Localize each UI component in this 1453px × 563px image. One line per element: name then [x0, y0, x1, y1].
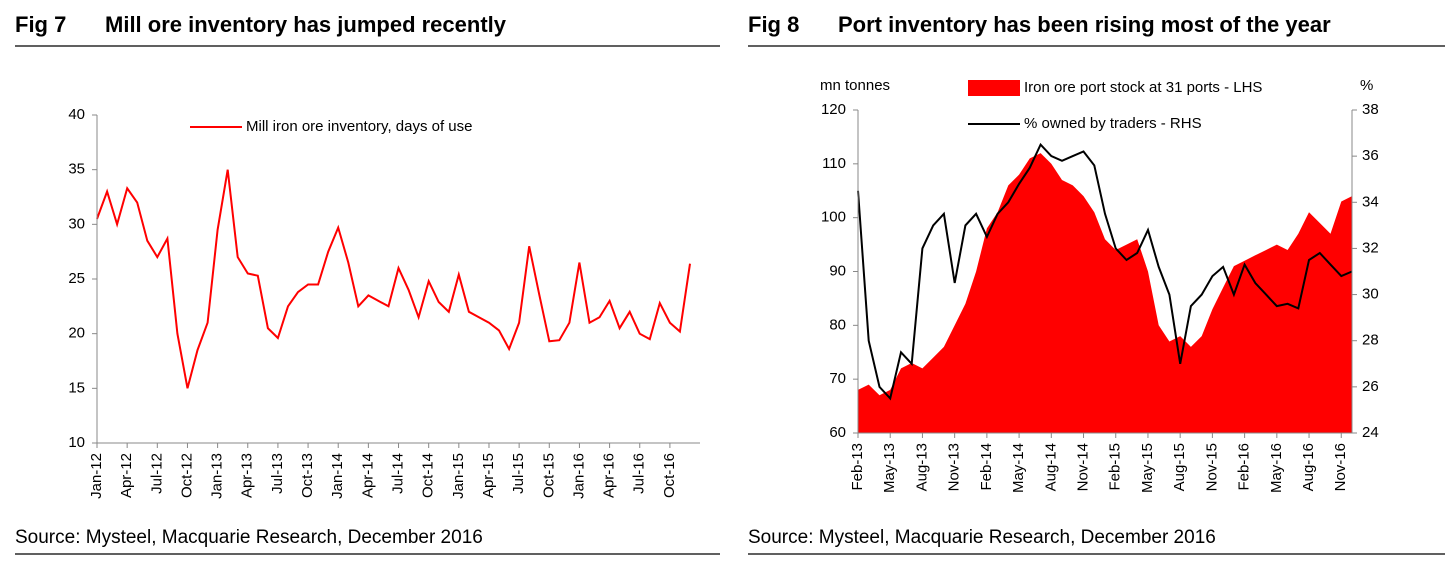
x-tick-label: May-13 — [881, 443, 898, 493]
x-tick-label: May-14 — [1010, 443, 1027, 493]
y-axis-label: mn tonnes — [820, 77, 890, 94]
legend-label: % owned by traders - RHS — [1024, 115, 1202, 132]
x-tick-label: Apr-13 — [239, 453, 256, 498]
x-tick-label: Jul-13 — [269, 453, 286, 494]
x-tick-label: Aug-15 — [1171, 443, 1188, 491]
x-tick-label: Jan-13 — [209, 453, 226, 499]
x-tick-label: Jan-12 — [88, 453, 105, 499]
x-tick-label: Feb-13 — [849, 443, 866, 491]
y-tick-label: 120 — [821, 101, 846, 118]
y-tick-label: 10 — [68, 434, 85, 451]
x-tick-label: Feb-15 — [1107, 443, 1124, 491]
chart-title: Port inventory has been rising most of t… — [838, 12, 1331, 37]
x-tick-label: May-15 — [1139, 443, 1156, 493]
y2-axis-label: % — [1360, 77, 1373, 94]
source: Source: Mysteel, Macquarie Research, Dec… — [748, 527, 1216, 548]
x-tick-label: Jan-16 — [570, 453, 587, 499]
y2-tick-label: 36 — [1362, 147, 1379, 164]
x-tick-label: Nov-13 — [946, 443, 963, 491]
y2-tick-label: 38 — [1362, 101, 1379, 118]
figure-number: Fig 8 — [748, 12, 799, 37]
x-tick-label: Jan-15 — [450, 453, 467, 499]
y-tick-label: 15 — [68, 379, 85, 396]
y2-tick-label: 28 — [1362, 332, 1379, 349]
x-tick-label: Nov-15 — [1203, 443, 1220, 491]
y-tick-label: 80 — [829, 316, 846, 333]
x-tick-label: Aug-16 — [1300, 443, 1317, 491]
legend-swatch — [968, 80, 1020, 96]
chart-title: Mill ore inventory has jumped recently — [105, 12, 507, 37]
figure-number: Fig 7 — [15, 12, 66, 37]
y-tick-label: 40 — [68, 106, 85, 123]
y2-tick-label: 34 — [1362, 193, 1379, 210]
x-tick-label: Aug-14 — [1042, 443, 1059, 491]
x-tick-label: Oct-16 — [661, 453, 678, 498]
line — [96, 169, 691, 389]
x-tick-label: Apr-14 — [359, 453, 376, 498]
x-tick-label: Nov-16 — [1332, 443, 1349, 491]
legend-label: Mill iron ore inventory, days of use — [246, 118, 473, 135]
x-tick-label: Oct-14 — [420, 453, 437, 498]
y-tick-label: 30 — [68, 215, 85, 232]
y2-tick-label: 32 — [1362, 239, 1379, 256]
x-tick-label: Nov-14 — [1074, 443, 1091, 491]
x-tick-label: Jul-14 — [389, 453, 406, 494]
y2-tick-label: 24 — [1362, 424, 1379, 441]
x-tick-label: Jul-12 — [148, 453, 165, 494]
y-tick-label: 90 — [829, 262, 846, 279]
source: Source: Mysteel, Macquarie Research, Dec… — [15, 527, 483, 548]
x-tick-label: Oct-15 — [540, 453, 557, 498]
x-tick-label: Apr-15 — [480, 453, 497, 498]
x-tick-label: Jul-15 — [510, 453, 527, 494]
line — [857, 142, 1353, 401]
y2-tick-label: 26 — [1362, 378, 1379, 395]
area — [858, 153, 1352, 433]
x-tick-label: Oct-12 — [178, 453, 195, 498]
y2-tick-label: 30 — [1362, 286, 1379, 303]
x-tick-label: Apr-16 — [601, 453, 618, 498]
y-tick-label: 20 — [68, 325, 85, 342]
y-tick-label: 100 — [821, 209, 846, 226]
x-tick-label: May-16 — [1268, 443, 1285, 493]
x-tick-label: Feb-14 — [978, 443, 995, 491]
x-tick-label: Apr-12 — [118, 453, 135, 498]
x-tick-label: Oct-13 — [299, 453, 316, 498]
y-tick-label: 70 — [829, 370, 846, 387]
y-tick-label: 110 — [822, 155, 846, 172]
x-tick-label: Feb-16 — [1236, 443, 1253, 491]
x-tick-label: Jul-16 — [631, 453, 648, 494]
x-tick-label: Jan-14 — [329, 453, 346, 499]
y-tick-label: 60 — [829, 424, 846, 441]
x-tick-label: Aug-13 — [913, 443, 930, 491]
legend-label: Iron ore port stock at 31 ports - LHS — [1024, 79, 1262, 96]
y-tick-label: 35 — [68, 161, 85, 178]
y-tick-label: 25 — [68, 270, 85, 287]
